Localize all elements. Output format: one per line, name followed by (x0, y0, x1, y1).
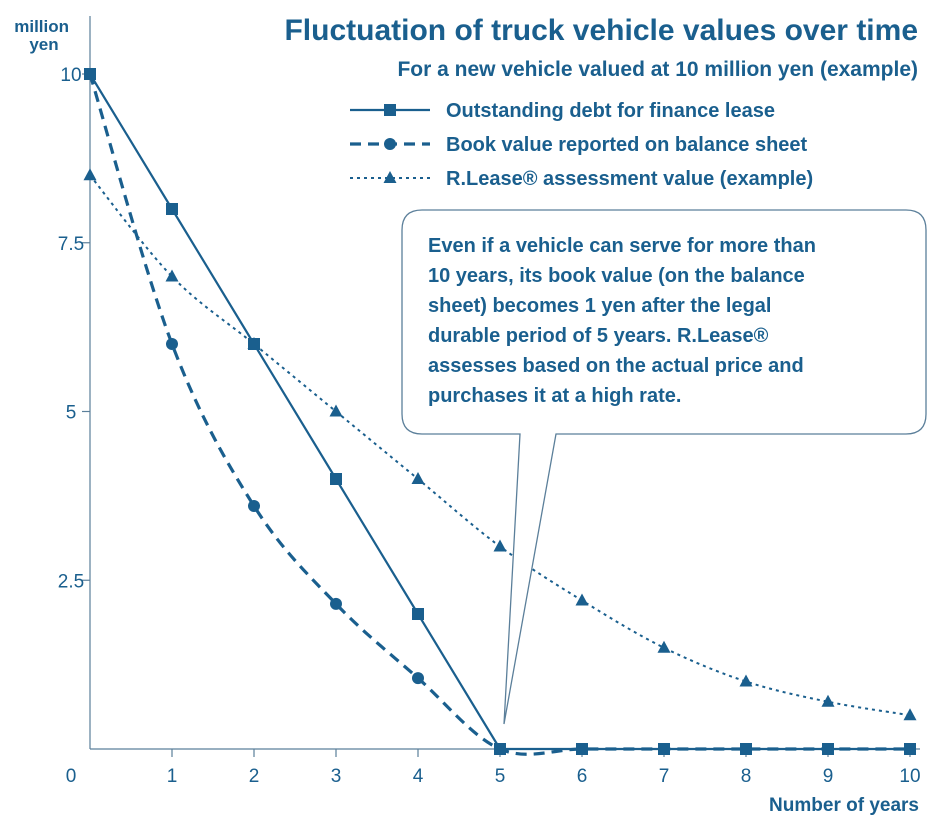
legend-label: Outstanding debt for finance lease (446, 100, 775, 122)
x-tick-label: 3 (331, 766, 342, 787)
data-point-square (84, 68, 96, 80)
data-point-square (330, 473, 342, 485)
x-tick-label: 5 (495, 766, 506, 787)
data-point-square (494, 743, 506, 755)
y-axis-unit-line-1: million (14, 17, 69, 36)
data-point-circle (412, 672, 424, 685)
callout-line: Even if a vehicle can serve for more tha… (428, 235, 816, 257)
chart-subtitle: For a new vehicle valued at 10 million y… (397, 58, 918, 81)
x-tick-label: 1 (167, 766, 178, 787)
data-point-circle (330, 597, 342, 610)
series-line (89, 174, 911, 717)
callout-line: durable period of 5 years. R.Lease® (428, 325, 769, 347)
chart-title: Fluctuation of truck vehicle values over… (284, 14, 918, 47)
data-point-triangle (657, 640, 671, 653)
data-point-square (384, 104, 396, 116)
callout-line: 10 years, its book value (on the balance (428, 265, 805, 287)
data-point-square (166, 203, 178, 215)
legend-item-3: R.Lease® assessment value (example) (350, 168, 813, 190)
data-point-triangle (903, 708, 917, 721)
data-point-square (248, 338, 260, 350)
data-point-circle (384, 138, 396, 150)
x-tick-label: 8 (741, 766, 752, 787)
data-point-circle (166, 338, 178, 350)
data-point-square (412, 608, 424, 620)
y-axis-unit-line-2: yen (29, 35, 58, 54)
y-tick-label: 2.5 (58, 571, 84, 592)
x-tick-label: 10 (899, 766, 920, 787)
legend: Outstanding debt for finance lease Book v… (350, 100, 813, 190)
data-point-triangle (329, 404, 343, 417)
x-tick-label: 2 (249, 766, 260, 787)
data-point-circle (248, 500, 260, 512)
data-point-square (904, 743, 916, 755)
data-point-square (658, 743, 670, 755)
data-point-triangle (411, 472, 425, 484)
callout-bubble (401, 209, 927, 725)
y-axis-unit-label: million yen (14, 17, 74, 54)
data-point-square (576, 743, 588, 755)
data-point-triangle (165, 269, 179, 282)
x-axis-label: Number of years (769, 795, 919, 816)
legend-item-2: Book value reported on balance sheet (350, 134, 808, 156)
annotation-callout: Even if a vehicle can serve for more tha… (401, 209, 927, 725)
data-point-triangle (83, 168, 97, 181)
callout-line: assesses based on the actual price and (428, 355, 804, 377)
data-point-triangle (739, 674, 753, 687)
series-1 (84, 68, 916, 755)
y-tick-label: 7.5 (58, 234, 84, 255)
legend-label: Book value reported on balance sheet (446, 134, 808, 156)
data-point-triangle (575, 593, 589, 606)
x-tick-label: 6 (577, 766, 588, 787)
y-tick-label: 5 (66, 403, 77, 424)
x-tick-label: 0 (66, 766, 77, 787)
x-tick-label: 7 (659, 766, 670, 787)
callout-line: purchases it at a high rate. (428, 385, 681, 407)
data-point-square (740, 743, 752, 755)
data-point-triangle (493, 539, 507, 552)
legend-label: R.Lease® assessment value (example) (446, 168, 813, 190)
data-point-triangle (383, 171, 397, 183)
x-tick-label: 4 (413, 766, 424, 787)
callout-text: Even if a vehicle can serve for more tha… (428, 235, 816, 407)
data-point-square (822, 743, 834, 755)
series-group (83, 68, 917, 756)
callout-line: sheet) becomes 1 yen after the legal (428, 295, 771, 317)
legend-item-1: Outstanding debt for finance lease (350, 100, 775, 122)
x-tick-label: 9 (823, 766, 834, 787)
data-point-triangle (821, 694, 835, 707)
y-tick-label: 10 (60, 65, 81, 86)
